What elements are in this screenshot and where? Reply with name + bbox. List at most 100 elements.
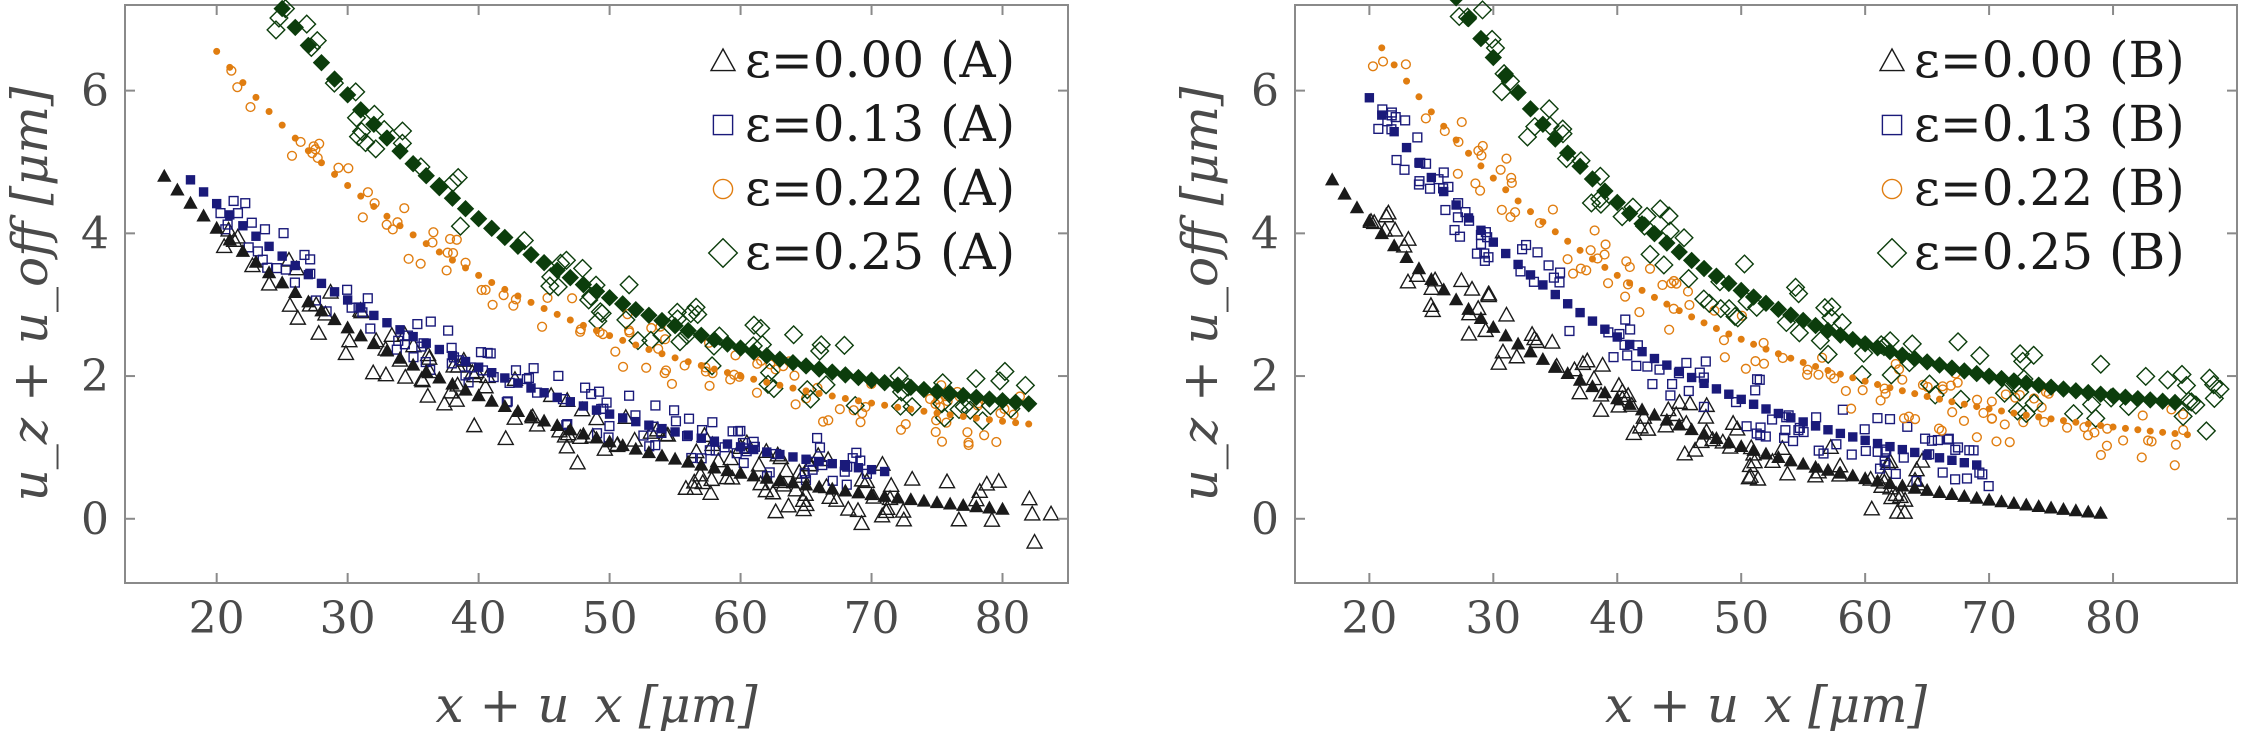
fit-point — [316, 278, 327, 289]
fit-point — [1948, 398, 1956, 406]
fit-point — [1744, 288, 1763, 306]
fit-point — [264, 241, 274, 252]
fit-point — [540, 304, 548, 312]
raw-point — [1971, 394, 1983, 405]
fit-point — [1006, 393, 1025, 411]
raw-point — [1491, 81, 1512, 102]
fit-point — [1670, 243, 1688, 261]
fit-point — [868, 399, 876, 407]
raw-point — [794, 491, 812, 508]
raw-point — [1785, 277, 1806, 298]
x-tick-label: 20 — [189, 593, 245, 644]
raw-point — [580, 382, 591, 393]
fit-point — [890, 490, 905, 504]
raw-point — [2196, 421, 2217, 441]
fit-point — [849, 368, 868, 387]
raw-point — [1424, 301, 1442, 318]
legend-label: ε=0.13 (A) — [745, 95, 1015, 153]
fit-point — [514, 292, 522, 300]
raw-point — [566, 293, 578, 304]
raw-point — [1659, 206, 1679, 226]
fit-point — [522, 245, 540, 264]
fit-point — [422, 240, 430, 248]
raw-point — [1667, 405, 1685, 422]
fit-point — [1699, 378, 1709, 389]
raw-point — [1476, 150, 1487, 161]
raw-point — [1482, 232, 1493, 243]
raw-point — [1008, 409, 1019, 420]
fit-point — [430, 178, 449, 196]
raw-point — [624, 390, 635, 401]
raw-point — [1539, 99, 1560, 119]
fit-point — [563, 422, 578, 436]
fit-point — [261, 265, 277, 279]
raw-point — [971, 482, 989, 499]
raw-point — [2169, 460, 2180, 471]
fit-point — [225, 210, 235, 220]
fit-point — [680, 454, 696, 468]
fit-point — [2109, 423, 2117, 431]
fit-point — [211, 198, 222, 209]
fit-point — [707, 460, 722, 474]
fit-point — [1725, 330, 1733, 338]
raw-point — [652, 325, 672, 345]
raw-point — [857, 408, 868, 419]
raw-point — [1919, 433, 1931, 444]
raw-point — [1829, 373, 1840, 384]
fit-point — [683, 430, 693, 440]
raw-point — [1553, 123, 1573, 144]
fit-point — [969, 499, 984, 513]
fit-point — [331, 170, 339, 178]
raw-point — [1811, 412, 1822, 423]
y-tick-label: 0 — [81, 494, 109, 545]
fit-point — [591, 405, 602, 415]
fit-point — [553, 310, 561, 318]
fit-point — [1465, 149, 1473, 157]
raw-point — [1657, 279, 1668, 291]
raw-point — [941, 417, 952, 428]
raw-point — [895, 510, 913, 527]
raw-point — [1399, 164, 1410, 175]
raw-point — [1831, 439, 1842, 450]
raw-point — [1875, 395, 1886, 406]
fit-point — [697, 362, 705, 370]
fit-point — [985, 416, 993, 424]
raw-point — [783, 324, 804, 345]
fit-point — [1686, 372, 1697, 383]
fit-point — [1020, 395, 1038, 413]
raw-point — [1631, 417, 1650, 434]
fit-point — [1724, 389, 1734, 399]
raw-point — [215, 237, 233, 254]
raw-point — [983, 511, 1001, 527]
raw-point — [1554, 267, 1566, 278]
fit-point — [851, 485, 866, 499]
raw-point — [1647, 378, 1658, 390]
fit-point — [1762, 345, 1770, 353]
fit-point — [1932, 485, 1947, 498]
raw-point — [1697, 396, 1716, 413]
fit-point — [1684, 422, 1699, 436]
y-tick-label: 4 — [81, 208, 109, 259]
raw-point — [310, 324, 328, 340]
fit-point — [1787, 354, 1795, 362]
raw-point — [1880, 388, 1891, 399]
fit-point — [404, 155, 422, 173]
raw-point — [1475, 238, 1487, 250]
legend-label: ε=0.22 (B) — [1914, 159, 2185, 217]
fit-point — [1613, 271, 1621, 279]
raw-point — [1710, 298, 1731, 319]
fit-point — [1637, 346, 1647, 357]
fit-point — [265, 108, 273, 116]
raw-point — [995, 361, 1015, 382]
fit-point — [1514, 197, 1522, 205]
fit-point — [862, 371, 881, 389]
fit-point — [2116, 388, 2135, 406]
fit-point — [645, 345, 653, 353]
y-tick-label: 6 — [81, 66, 109, 117]
raw-point — [2204, 388, 2225, 409]
raw-point — [1496, 204, 1507, 215]
fit-point — [1861, 377, 1869, 385]
fit-point — [929, 495, 945, 509]
fit-point — [1463, 213, 1474, 223]
fit-point — [1959, 458, 1970, 468]
